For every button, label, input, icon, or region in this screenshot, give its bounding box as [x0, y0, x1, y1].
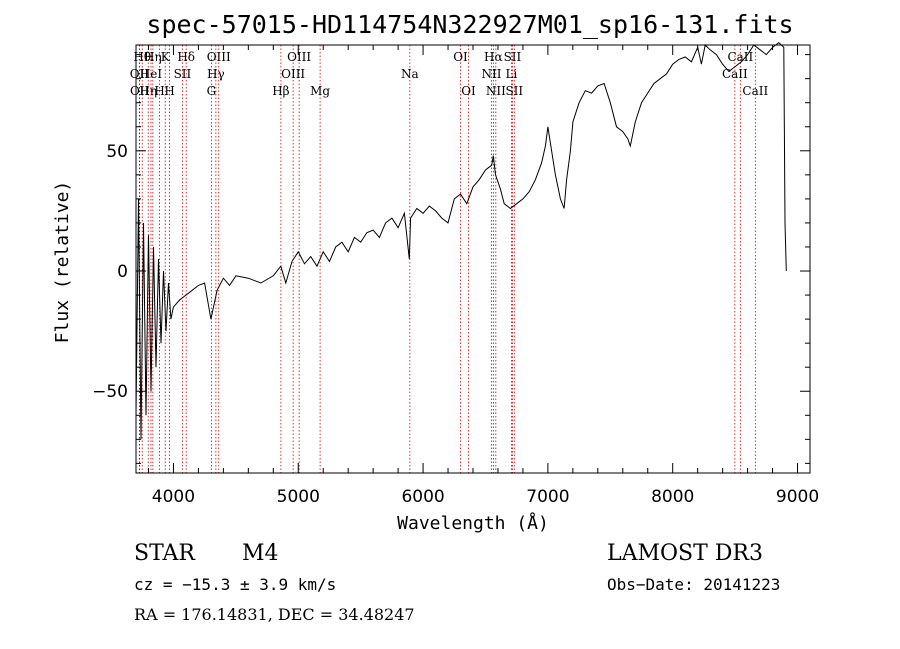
line-label: Mg — [310, 84, 330, 98]
line-label: OIII — [281, 67, 305, 81]
line-label: OII — [130, 84, 150, 98]
line-label: Hγ — [207, 67, 225, 81]
line-label: Hθ — [133, 50, 151, 64]
x-tick-label: 7000 — [526, 487, 569, 507]
x-tick-label: 5000 — [277, 487, 320, 507]
line-label: CaII — [727, 50, 753, 64]
y-tick-label: −50 — [92, 382, 128, 402]
line-label: CaII — [742, 84, 768, 98]
spectrum-line — [135, 41, 787, 440]
line-label: Hα — [484, 50, 503, 64]
line-label: SII — [505, 84, 523, 98]
line-label: Hη — [139, 84, 157, 98]
x-axis-label: Wavelength (Å) — [397, 512, 549, 534]
line-label: OI — [453, 50, 468, 64]
line-label: K — [161, 50, 171, 64]
sky-coordinates: RA = 176.14831, DEC = 34.48247 — [134, 605, 415, 624]
plot-frame — [135, 44, 811, 474]
line-label: G — [207, 84, 217, 98]
observation-date: Obs−Date: 20141223 — [607, 575, 780, 594]
redshift-velocity: cz = −15.3 ± 3.9 km/s — [134, 575, 336, 594]
spectral-line-labels: OIIOIIHθHηHeIHηHKHSIIHδGHγOIIIHβOIIIOIII… — [130, 50, 769, 98]
line-label: SII — [504, 50, 522, 64]
line-label: SII — [174, 67, 192, 81]
line-label: Hδ — [177, 50, 195, 64]
line-label: OII — [130, 67, 150, 81]
x-axis-ticks: 4000 5000 6000 7000 8000 9000 — [147, 45, 819, 507]
y-tick-label: 50 — [106, 142, 128, 162]
chart-title: spec-57015-HD114754N322927M01_sp16-131.f… — [146, 10, 793, 39]
line-label: H — [154, 84, 164, 98]
x-tick-label: 6000 — [401, 487, 444, 507]
line-label: OIII — [207, 50, 231, 64]
line-label: Hη — [144, 50, 162, 64]
x-tick-label: 9000 — [776, 487, 819, 507]
line-label: Li — [506, 67, 518, 81]
line-label: H — [164, 84, 174, 98]
line-label: OI — [461, 84, 476, 98]
y-axis-label: Flux (relative) — [52, 181, 73, 344]
line-label: Hβ — [272, 84, 289, 98]
line-label: CaII — [722, 67, 748, 81]
y-tick-label: 0 — [117, 262, 128, 282]
x-tick-label: 8000 — [651, 487, 694, 507]
line-label: OIII — [287, 50, 311, 64]
object-subclass: M4 — [242, 541, 279, 566]
line-label: HeI — [140, 67, 163, 81]
survey-name: LAMOST DR3 — [607, 541, 763, 566]
y-axis-ticks: −50 0 50 — [92, 54, 810, 464]
line-label: NII — [486, 84, 506, 98]
spectral-line-markers — [138, 45, 756, 473]
line-label: Na — [401, 67, 419, 81]
x-tick-label: 4000 — [152, 487, 195, 507]
object-type: STAR — [134, 541, 196, 566]
line-label: NII — [481, 67, 501, 81]
